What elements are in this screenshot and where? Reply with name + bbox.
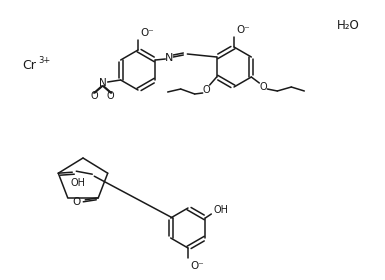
Text: Cr: Cr <box>22 59 36 71</box>
Text: 3+: 3+ <box>38 55 50 64</box>
Text: N: N <box>99 78 107 88</box>
Text: O: O <box>91 91 99 101</box>
Text: O: O <box>107 91 114 101</box>
Text: H₂O: H₂O <box>336 18 359 32</box>
Text: O: O <box>203 85 211 95</box>
Text: O⁻: O⁻ <box>140 28 154 38</box>
Text: O⁻: O⁻ <box>190 261 204 271</box>
Text: O: O <box>259 82 267 92</box>
Text: OH: OH <box>214 205 229 215</box>
Text: N: N <box>165 53 174 63</box>
Text: OH: OH <box>71 178 86 188</box>
Text: O: O <box>72 197 80 207</box>
Text: O⁻: O⁻ <box>236 25 250 35</box>
